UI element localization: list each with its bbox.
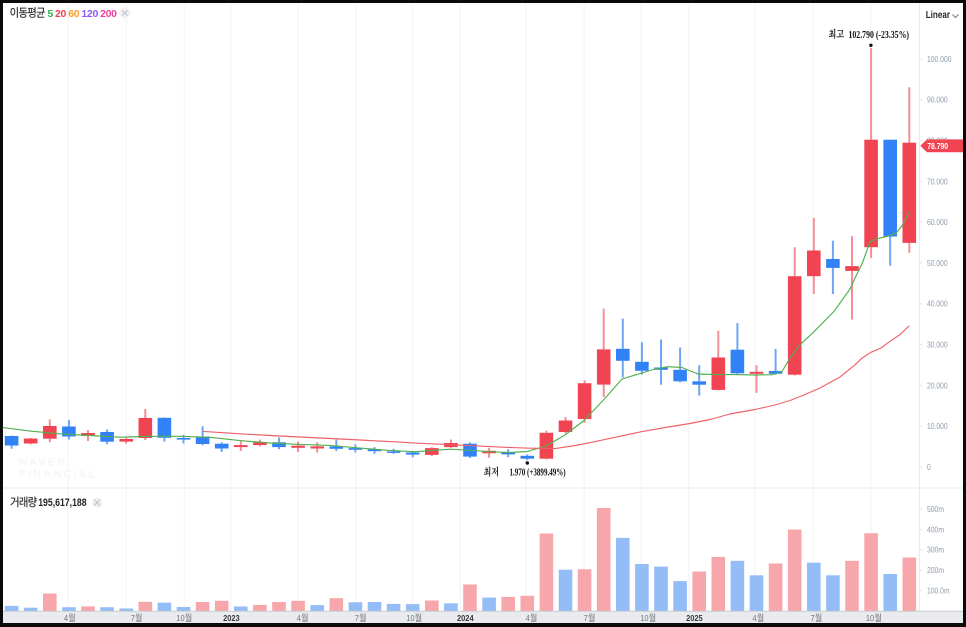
svg-text:500m: 500m (927, 505, 944, 514)
svg-text:20: 20 (55, 8, 67, 20)
svg-text:10: 10 (640, 613, 649, 623)
svg-text:NAVER: NAVER (19, 457, 67, 469)
svg-text:30.000: 30.000 (927, 341, 948, 350)
svg-text:10.000: 10.000 (927, 422, 948, 431)
svg-text:4: 4 (752, 613, 756, 623)
svg-text:10: 10 (406, 613, 415, 623)
svg-text:10: 10 (176, 613, 185, 623)
svg-text:FINANCIAL: FINANCIAL (19, 469, 97, 481)
svg-text:7: 7 (355, 613, 359, 623)
svg-text:400m: 400m (927, 525, 944, 534)
svg-text:5: 5 (47, 8, 53, 20)
svg-text:195,617,188: 195,617,188 (38, 497, 86, 509)
svg-text:200: 200 (100, 8, 117, 20)
svg-text:102.790 (-23.35%): 102.790 (-23.35%) (849, 30, 910, 41)
svg-text:100.0m: 100.0m (927, 587, 950, 596)
svg-text:200m: 200m (927, 566, 944, 575)
svg-text:70.000: 70.000 (927, 177, 948, 186)
svg-text:50.000: 50.000 (927, 259, 948, 268)
svg-text:1.970 (+3899.49%): 1.970 (+3899.49%) (510, 468, 566, 479)
svg-text:40.000: 40.000 (927, 300, 948, 309)
svg-text:90.000: 90.000 (927, 96, 948, 105)
svg-text:7: 7 (811, 613, 815, 623)
svg-text:20.000: 20.000 (927, 381, 948, 390)
svg-text:4: 4 (64, 613, 68, 623)
svg-text:2023: 2023 (223, 613, 240, 623)
svg-text:78.790: 78.790 (927, 142, 948, 151)
svg-text:2024: 2024 (457, 613, 474, 623)
svg-text:7: 7 (131, 613, 135, 623)
svg-text:60: 60 (68, 8, 80, 20)
svg-text:100.000: 100.000 (927, 55, 952, 64)
svg-text:Linear: Linear (926, 10, 950, 21)
svg-text:7: 7 (584, 613, 588, 623)
svg-text:4: 4 (297, 613, 301, 623)
svg-text:60.000: 60.000 (927, 218, 948, 227)
svg-text:120: 120 (81, 8, 98, 20)
svg-text:300m: 300m (927, 546, 944, 555)
svg-text:2025: 2025 (686, 613, 703, 623)
svg-text:0: 0 (927, 463, 931, 472)
svg-text:10: 10 (866, 613, 875, 623)
svg-text:4: 4 (526, 613, 530, 623)
